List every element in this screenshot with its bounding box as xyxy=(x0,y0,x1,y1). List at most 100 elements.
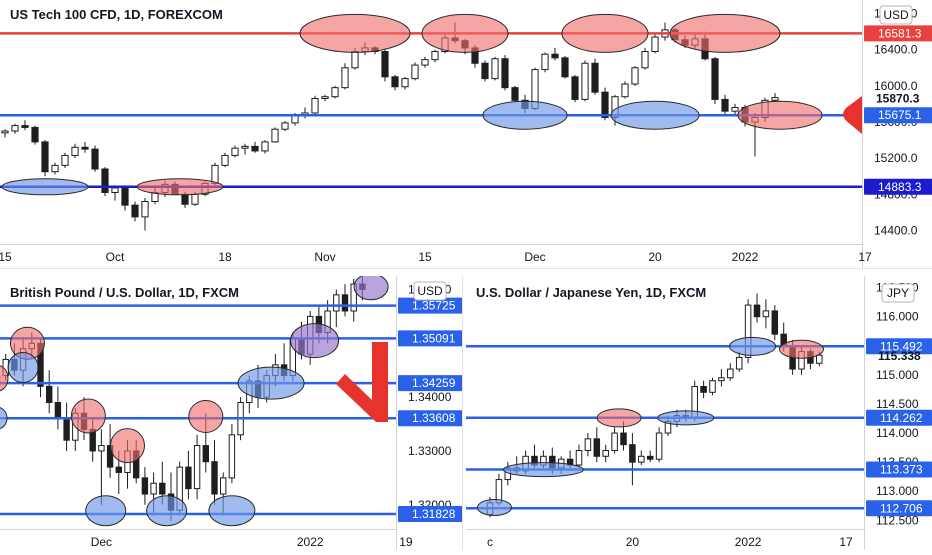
level-price-text: 15675.1 xyxy=(878,108,922,122)
candle xyxy=(711,56,719,104)
zone-ellipse-red[interactable] xyxy=(779,339,824,359)
level-price-text: 1.33608 xyxy=(412,411,456,425)
zone-ellipse-red[interactable] xyxy=(136,178,224,196)
candle xyxy=(61,152,69,169)
candle xyxy=(63,402,70,451)
usdjpy-chart[interactable]: 112.500113.000113.500114.000114.500115.0… xyxy=(466,276,932,550)
candle xyxy=(481,60,489,82)
level-price-tag[interactable]: 14883.3 xyxy=(864,178,932,195)
candle xyxy=(1,129,9,138)
zone-ellipse-red[interactable] xyxy=(421,13,509,53)
candle xyxy=(251,141,259,153)
y-tick-label: 1.34000 xyxy=(408,390,452,404)
plot-area[interactable] xyxy=(0,276,396,527)
level-price-tag[interactable]: 16581.3 xyxy=(864,25,932,42)
zone-ellipse-blue[interactable] xyxy=(476,498,512,516)
pane-separator-vertical[interactable] xyxy=(462,276,467,550)
zone-ellipse-blue[interactable] xyxy=(657,410,715,426)
currency-badge[interactable]: USD xyxy=(879,5,913,25)
candle xyxy=(81,141,89,153)
zone-ellipse-red[interactable] xyxy=(299,13,411,53)
nasdaq-chart-pane[interactable]: 14400.014800.015200.015600.016000.016400… xyxy=(0,0,932,268)
candle xyxy=(381,49,389,82)
chart-title: U.S. Dollar / Japanese Yen, 1D, FXCM xyxy=(476,285,706,300)
y-tick-label: 14400.0 xyxy=(874,223,918,237)
zone-ellipse-red[interactable] xyxy=(70,398,106,434)
zone-ellipse-red[interactable] xyxy=(110,428,145,464)
level-price-tag[interactable]: 1.33608 xyxy=(398,410,464,427)
level-price-text: 1.31828 xyxy=(412,507,456,521)
zone-ellipse-blue[interactable] xyxy=(237,366,305,400)
candle xyxy=(221,152,229,168)
zone-ellipse-red[interactable] xyxy=(188,399,224,433)
zone-ellipse-red[interactable] xyxy=(737,100,823,130)
candle xyxy=(185,450,192,500)
level-price-tag[interactable]: 1.35725 xyxy=(398,297,464,314)
candle xyxy=(301,107,309,119)
plot-area[interactable] xyxy=(0,13,862,231)
candle xyxy=(261,140,269,154)
candle xyxy=(651,33,659,54)
level-price-tag[interactable]: 1.35091 xyxy=(398,330,464,347)
candle xyxy=(501,55,509,91)
nasdaq-chart[interactable]: 14400.014800.015200.015600.016000.016400… xyxy=(0,0,932,268)
zone-ellipse-red[interactable] xyxy=(0,365,9,392)
candle xyxy=(31,125,39,145)
y-tick-label: 116.000 xyxy=(876,310,919,324)
plot-area[interactable] xyxy=(466,293,864,518)
zone-ellipse-blue[interactable] xyxy=(0,407,8,430)
zone-ellipse-red[interactable] xyxy=(669,13,781,53)
zone-ellipse-blue[interactable] xyxy=(610,100,700,130)
usdjpy-chart-pane[interactable]: 112.500113.000113.500114.000114.500115.0… xyxy=(466,276,932,550)
pane-separator-horizontal[interactable] xyxy=(0,268,932,277)
candle xyxy=(54,386,62,430)
zone-ellipse-blue[interactable] xyxy=(502,462,584,478)
chart-title: US Tech 100 CFD, 1D, FOREXCOM xyxy=(10,7,223,22)
zone-ellipse-blue[interactable] xyxy=(482,100,568,130)
x-tick-label: 18 xyxy=(218,250,232,264)
level-price-tag[interactable]: 112.706 xyxy=(866,500,932,517)
currency-badge[interactable]: JPY xyxy=(881,283,915,303)
zone-ellipse-blue[interactable] xyxy=(729,336,777,356)
zone-ellipse-blue[interactable] xyxy=(146,495,188,527)
candle xyxy=(46,370,53,414)
zone-ellipse-red[interactable] xyxy=(561,13,649,53)
zone-ellipse-purple[interactable] xyxy=(290,323,340,359)
gbpusd-chart-pane[interactable]: 1.320001.330001.340001.360001.357251.350… xyxy=(0,276,466,550)
candle xyxy=(491,56,499,81)
currency-text: USD xyxy=(417,284,443,298)
gbpusd-chart[interactable]: 1.320001.330001.340001.360001.357251.350… xyxy=(0,276,464,550)
level-price-tag[interactable]: 1.31828 xyxy=(398,506,464,523)
y-tick-label: 1.33000 xyxy=(408,444,452,458)
level-price-tag[interactable]: 114.262 xyxy=(866,409,932,426)
candle xyxy=(771,93,779,103)
level-price-tag[interactable]: 113.373 xyxy=(866,461,932,478)
candle xyxy=(98,429,105,505)
zone-ellipse-blue[interactable] xyxy=(208,495,256,527)
currency-badge[interactable]: USD xyxy=(413,281,447,301)
candle xyxy=(593,427,601,463)
level-price-tag[interactable]: 15675.1 xyxy=(864,107,932,124)
candle xyxy=(341,63,349,90)
zone-ellipse-purple[interactable] xyxy=(353,276,389,301)
candle xyxy=(771,305,779,340)
candle xyxy=(101,167,109,197)
candle xyxy=(91,145,99,172)
candle xyxy=(193,434,201,500)
candle xyxy=(281,121,289,132)
candle xyxy=(71,143,79,159)
candle xyxy=(709,377,716,396)
x-tick-label: 15 xyxy=(418,250,432,264)
level-price-tag[interactable]: 115.492 xyxy=(866,338,932,355)
x-tick-label: 2022 xyxy=(735,535,762,549)
level-price-tag[interactable]: 1.34259 xyxy=(398,375,464,392)
candle xyxy=(561,56,569,79)
zone-ellipse-red[interactable] xyxy=(596,408,642,428)
x-tick-label: 2022 xyxy=(297,535,324,549)
candle xyxy=(271,127,279,143)
candle xyxy=(646,450,654,463)
zone-ellipse-blue[interactable] xyxy=(7,352,39,384)
candle xyxy=(621,81,629,99)
zone-ellipse-blue[interactable] xyxy=(85,495,127,527)
zone-ellipse-blue[interactable] xyxy=(1,178,89,196)
